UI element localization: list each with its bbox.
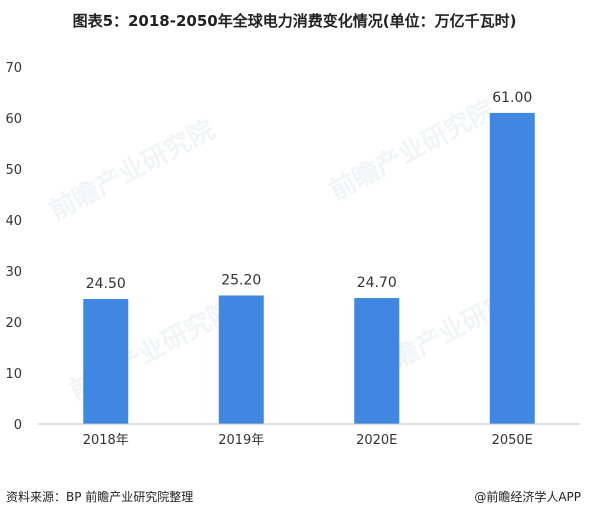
x-tick-label: 2050E [492,433,533,448]
y-tick-label: 10 [5,367,22,382]
bar-chart: 0 10 20 30 40 50 60 70 24.50 25.20 24.70 61.00 201… [5,61,580,448]
bar [489,112,535,425]
data-label: 24.70 [357,275,397,291]
y-axis: 0 10 20 30 40 50 60 70 [5,61,22,433]
y-tick-label: 20 [5,316,22,331]
footer: 资料来源：BP 前瞻产业研究院整理 @前瞻经济学人APP [0,486,589,508]
x-tick-label: 2018年 [83,433,129,448]
data-label: 25.20 [221,272,261,288]
y-tick-label: 70 [5,61,22,76]
y-tick-label: 30 [5,265,22,280]
chart-title: 图表5：2018-2050年全球电力消费变化情况(单位：万亿千瓦时) [72,12,517,30]
y-tick-label: 50 [5,163,22,178]
bar [83,299,129,424]
brand-credit: @前瞻经济学人APP [474,490,581,504]
bars-group: 24.50 25.20 24.70 61.00 [83,90,535,425]
bar [218,295,264,424]
x-axis: 2018年 2019年 2020E 2050E [38,423,580,448]
x-tick-label: 2020E [356,433,397,448]
bar [354,298,400,424]
source-note: 资料来源：BP 前瞻产业研究院整理 [6,490,194,504]
x-tick-label: 2019年 [218,433,264,448]
y-tick-label: 60 [5,112,22,127]
data-label: 61.00 [492,90,532,106]
y-tick-label: 40 [5,214,22,229]
y-tick-label: 0 [14,418,22,433]
data-label: 24.50 [86,276,126,292]
